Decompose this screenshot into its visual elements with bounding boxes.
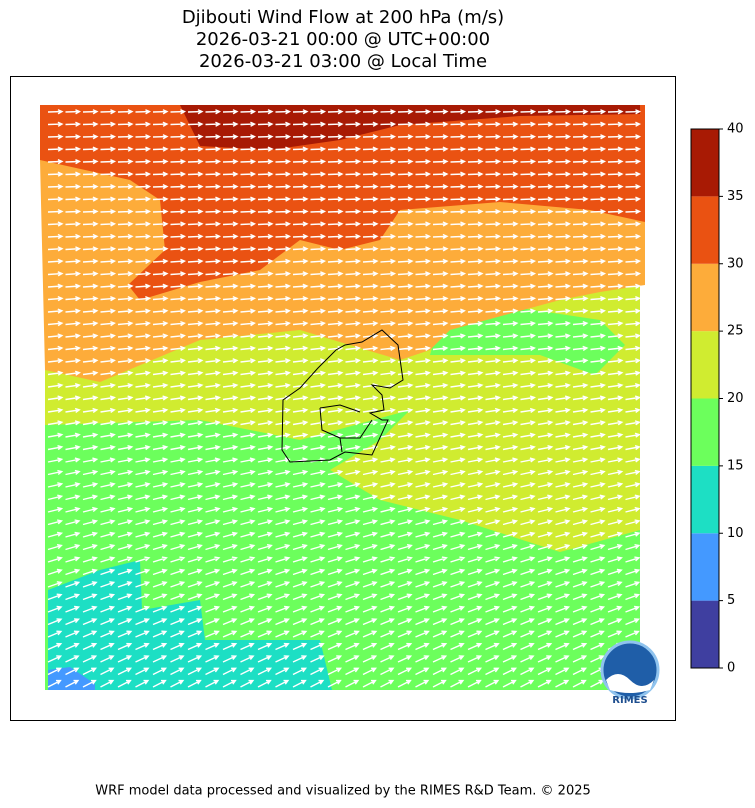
colorbar-bin [691,533,719,601]
colorbar-tick-label: 25 [727,324,744,339]
colorbar-bin [691,129,719,197]
logo-wave [606,674,654,693]
colorbar-tick-label: 0 [727,661,735,676]
contour-region [48,560,332,690]
country-border [281,329,404,463]
colorbar-bin [691,465,719,534]
colorbar-tick-label: 10 [727,526,744,541]
contour-region [180,105,640,150]
colorbar-bin [691,263,719,332]
logo-text: RIMES [612,695,647,706]
colorbar-tick-label: 35 [727,189,744,204]
map-frame [10,76,676,721]
footer: WRF model data processed and visualized … [95,784,591,799]
title-line: Djibouti Wind Flow at 200 hPa (m/s) [182,7,504,28]
wind-arrows [47,109,642,688]
contour-region [40,105,645,300]
title-line: 2026-03-21 00:00 @ UTC+00:00 [196,29,490,50]
colorbar: 0 5 10 15 20 25 30 35 40 [690,122,744,676]
colorbar-tick-label: 40 [727,122,744,137]
colorbar-bin [691,398,719,466]
title-line: 2026-03-21 03:00 @ Local Time [199,51,487,72]
colorbar-tick-label: 20 [727,391,744,406]
map: RIMES [40,105,660,706]
colorbar-bin [691,331,719,399]
colorbar-tick-label: 15 [727,458,744,473]
colorbar-tick-label: 5 [727,593,735,608]
colorbar-bin [691,600,719,668]
contour-region [48,667,95,690]
colorbar-bin [691,196,719,264]
colorbar-tick-label: 30 [727,256,744,271]
